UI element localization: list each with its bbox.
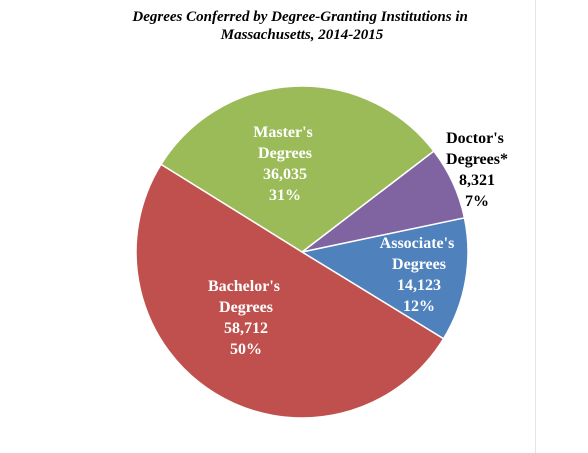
percent-label: 31% bbox=[269, 187, 301, 204]
value-label: 58,712 bbox=[224, 320, 268, 337]
percent-label: 50% bbox=[230, 341, 262, 358]
pie-slice bbox=[159, 85, 435, 253]
pie-slice bbox=[300, 216, 469, 340]
value-label: 14,123 bbox=[397, 277, 441, 294]
category-label: Bachelor's Degrees bbox=[208, 278, 284, 316]
category-label: Master's Degrees bbox=[253, 124, 317, 162]
percent-label: 12% bbox=[403, 298, 435, 315]
category-label: Associate's Degrees bbox=[380, 235, 459, 273]
chart-title: Degrees Conferred by Degree-Granting Ins… bbox=[131, 9, 471, 43]
percent-label: 7% bbox=[465, 193, 489, 210]
value-label: 8,321 bbox=[459, 172, 495, 189]
pie bbox=[135, 85, 469, 419]
slice-labels: Associate's Degrees 14,123 12% Doctor's Deg… bbox=[208, 124, 508, 358]
category-label: Doctor's Degrees* bbox=[446, 130, 508, 168]
value-label: 36,035 bbox=[263, 166, 307, 183]
pie-slice bbox=[135, 163, 445, 419]
